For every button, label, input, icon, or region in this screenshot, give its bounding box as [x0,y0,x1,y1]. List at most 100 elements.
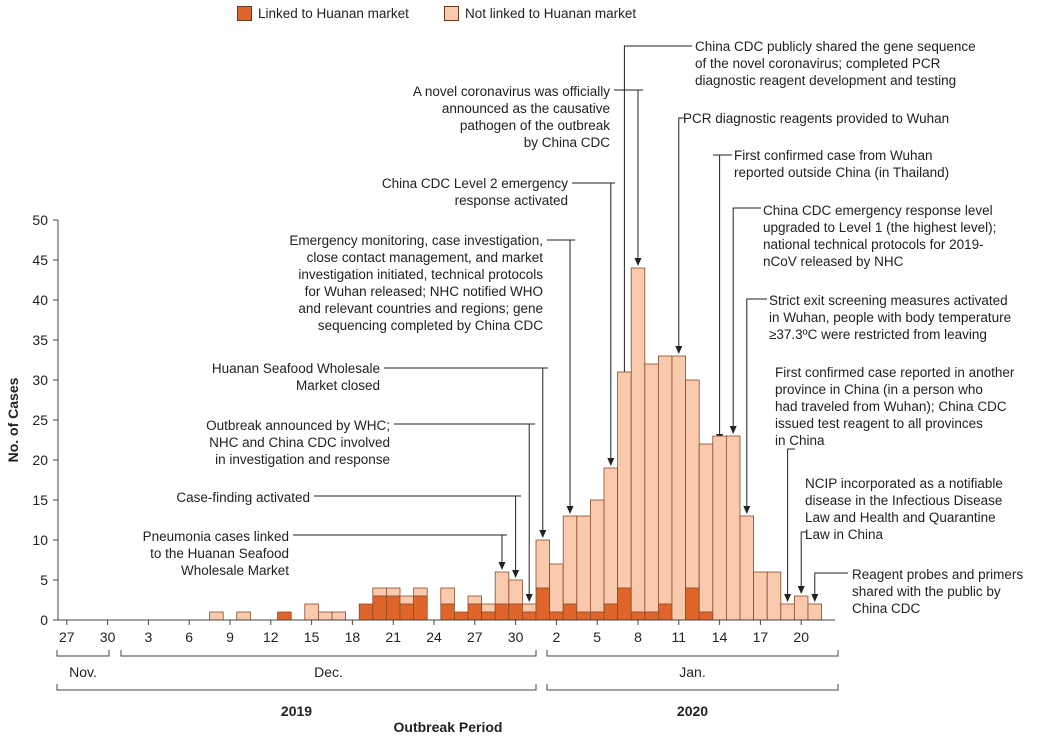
arrowhead-exit-screen [743,506,751,514]
x-tick-label: 20 [793,629,809,645]
month-label: Nov. [69,664,97,680]
annotation-novel-coronavirus: A novel coronavirus was officially annou… [412,84,610,150]
bar-not-linked [766,571,782,621]
bar-linked [467,603,483,621]
y-tick-label: 45 [32,252,48,268]
bar-not-linked [467,595,483,605]
arrowhead-reagent-probes [811,594,819,602]
arrow-pneumonia [293,534,507,564]
year-bracket [56,684,537,691]
bar-not-linked [712,435,727,621]
bar-not-linked [440,587,455,605]
bar-not-linked [630,267,646,613]
year-label: 2019 [281,703,312,719]
bar-linked [440,603,455,621]
x-tick-label: 30 [100,629,116,645]
bar-not-linked [617,371,632,589]
x-tick-label: 9 [226,629,234,645]
month-bracket [56,650,110,657]
y-tick-label: 25 [32,412,48,428]
x-tick-label: 14 [712,629,728,645]
arrow-gene-seq [623,45,692,396]
x-tick-label: 2 [553,629,561,645]
bar-not-linked [481,603,496,613]
bar-not-linked [549,563,564,613]
arrowhead-level2 [607,458,615,466]
bar-not-linked [644,363,659,613]
x-tick-label: 8 [634,629,642,645]
annotation-outbreak-announced: Outbreak announced by WHC; NHC and China… [206,418,390,467]
x-tick-label: 12 [263,629,279,645]
arrowhead-monitoring [566,506,574,514]
arrow-market-closed [384,367,548,532]
arrowhead-pneumonia [498,562,506,570]
bar-not-linked [562,515,578,605]
annotation-case-finding: Case-finding activated [176,490,310,505]
bar-linked [685,587,700,621]
x-axis-label: Outbreak Period [394,719,503,735]
legend-not-linked-label: Not linked to Huanan market [465,6,637,21]
bar-not-linked [726,435,741,621]
bar-not-linked [385,587,401,597]
arrow-pcr-wuhan [678,117,684,348]
x-tick-label: 21 [385,629,401,645]
arrow-monitoring [547,239,575,508]
bar-not-linked [535,539,551,589]
legend-linked: Linked to Huanan market [237,6,409,21]
arrow-whc [394,423,535,596]
legend-not-linked-swatch [444,6,459,21]
y-tick-label: 30 [32,372,48,388]
bar-linked [644,611,659,621]
bar-series [209,267,823,621]
bar-linked [494,603,510,621]
annotation-pcr-wuhan: PCR diagnostic reagents provided to Wuha… [683,111,950,126]
annotation-level2-response: China CDC Level 2 emergency response act… [381,176,568,208]
bar-linked [630,611,646,621]
x-tick-label: 30 [508,629,524,645]
annotation-pneumonia-linked: Pneumonia cases linked to the Huanan Sea… [142,529,289,578]
arrowhead-whc [525,594,533,602]
x-tick-label: 17 [753,629,769,645]
bar-not-linked [603,467,619,605]
arrow-level2 [572,182,615,460]
y-tick-label: 40 [32,292,48,308]
bar-not-linked [590,499,605,613]
month-bracket [546,650,839,657]
bar-linked [358,603,374,621]
arrow-exit-screen [746,298,767,508]
year-label: 2020 [677,703,708,719]
bar-not-linked [494,571,510,605]
x-tick-label: 15 [304,629,320,645]
bar-linked [549,611,564,621]
annotation-exit-screening: Strict exit screening measures activated… [769,293,1012,342]
bar-not-linked [658,355,673,605]
bar-not-linked [576,515,591,613]
arrow-novel-cov [614,89,643,260]
arrowhead-level1 [729,426,737,434]
y-tick-label: 50 [32,212,48,228]
x-tick-label: 3 [145,629,153,645]
annotation-gene-sequence: China CDC publicly shared the gene seque… [695,39,976,88]
y-tick-label: 5 [40,572,48,588]
y-tick-label: 20 [32,452,48,468]
arrowhead-market-closed [539,530,547,538]
annotation-level1-response: China CDC emergency response level upgra… [763,203,997,269]
arrow-thailand [713,154,732,436]
x-tick-label: 18 [345,629,361,645]
x-tick-label: 27 [467,629,483,645]
year-bracket [546,684,839,691]
bar-not-linked [372,587,387,597]
annotation-ncip: NCIP incorporated as a notifiable diseas… [805,476,1003,542]
month-label: Dec. [314,664,343,680]
annotation-emergency-monitoring: Emergency monitoring, case investigation… [289,233,543,333]
month-label: Jan. [679,664,705,680]
bar-not-linked [753,571,768,621]
legend-linked-label: Linked to Huanan market [258,6,409,21]
bar-not-linked [413,587,428,597]
bar-linked [576,611,591,621]
bar-not-linked [508,579,523,605]
arrow-case-finding [314,495,521,572]
x-tick-label: 5 [593,629,601,645]
annotation-reagent-probes: Reagent probes and primers shared with t… [852,567,1024,616]
bar-linked [385,595,401,621]
